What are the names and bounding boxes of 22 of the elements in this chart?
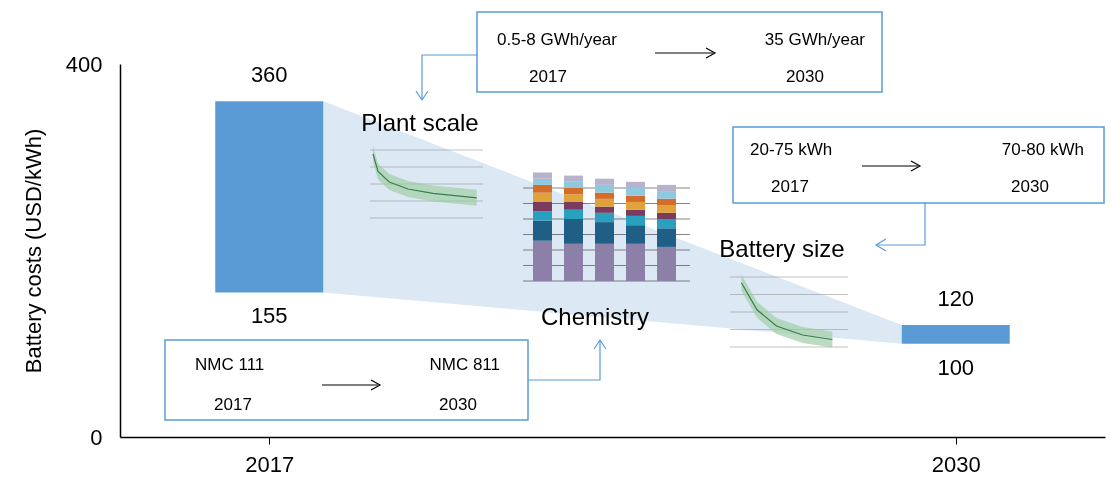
y-tick-label: 0 (90, 424, 103, 450)
annotation: NMC 811 (429, 355, 500, 374)
annotation: 2030 (786, 67, 824, 86)
annotation: 70-80 kWh (1001, 140, 1084, 159)
y-axis-title: Battery costs (USD/kWh) (20, 128, 46, 374)
annotation: 155 (250, 303, 288, 329)
annotation: 2017 (214, 395, 252, 414)
annotation: 20-75 kWh (750, 140, 833, 159)
annotation: 100 (937, 354, 975, 380)
annotation: 120 (937, 286, 975, 312)
annotation: 2030 (1011, 177, 1049, 196)
annotation: 2017 (529, 67, 567, 86)
annotation: 2017 (771, 177, 809, 196)
annotation: Battery size (719, 235, 845, 262)
text: 35 GWh/year (764, 30, 866, 49)
annotation: NMC 111 (195, 355, 265, 374)
annotation: Plant scale (361, 109, 479, 136)
y-tick-label: 400 (65, 51, 103, 77)
annotation: 360 (250, 62, 288, 88)
annotation: Chemistry (540, 303, 650, 330)
text: 0.5-8 GWh/year (497, 30, 618, 49)
annotation: 2030 (439, 395, 477, 414)
